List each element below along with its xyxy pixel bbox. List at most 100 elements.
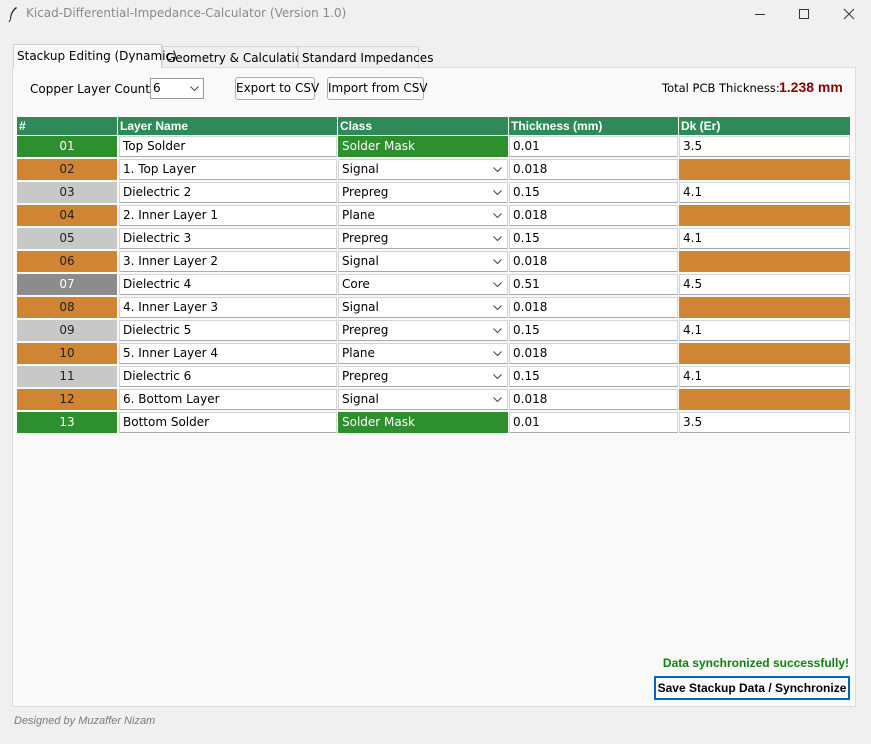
layer-name-input[interactable]: 3. Inner Layer 2 [119,251,337,272]
row-number: 03 [17,182,117,203]
save-synchronize-button[interactable]: Save Stackup Data / Synchronize [654,676,850,700]
row-number: 12 [17,389,117,410]
layer-name-input[interactable]: Bottom Solder [119,412,337,433]
layer-class-value: Signal [342,392,379,406]
import-csv-button[interactable]: Import from CSV [327,77,428,100]
header-layer-name: Layer Name [118,117,337,135]
copper-layer-count-select[interactable]: 6 [150,78,204,99]
tab-standard-impedances[interactable]: Standard Impedances [298,46,433,68]
row-number: 11 [17,366,117,387]
layer-class-select[interactable]: Signal [338,251,508,272]
layer-class-value: Prepreg [342,323,389,337]
layer-class-label: Solder Mask [338,412,508,433]
layer-name-input[interactable]: Top Solder [119,136,337,157]
row-number: 01 [17,136,117,157]
layer-class-select[interactable]: Prepreg [338,320,508,341]
layer-class-select[interactable]: Prepreg [338,366,508,387]
row-number: 13 [17,412,117,433]
layer-class-select[interactable]: Signal [338,297,508,318]
thickness-input[interactable]: 0.15 [509,320,678,341]
dk-input[interactable]: 3.5 [679,412,850,433]
thickness-input[interactable]: 0.018 [509,205,678,226]
layer-name-input[interactable]: 6. Bottom Layer [119,389,337,410]
header-thickness: Thickness (mm) [509,117,678,135]
dk-input [679,389,850,410]
thickness-input[interactable]: 0.01 [509,136,678,157]
layer-name-input[interactable]: 2. Inner Layer 1 [119,205,337,226]
thickness-input[interactable]: 0.15 [509,228,678,249]
layer-class-select[interactable]: Prepreg [338,182,508,203]
window-title: Kicad-Differential-Impedance-Calculator … [26,6,347,20]
layer-class-select[interactable]: Plane [338,205,508,226]
layer-name-input[interactable]: Dielectric 6 [119,366,337,387]
layer-class-value: Signal [342,300,379,314]
dk-input [679,343,850,364]
dk-input[interactable]: 4.1 [679,228,850,249]
layer-class-select[interactable]: Prepreg [338,228,508,249]
layer-class-select[interactable]: Plane [338,343,508,364]
thickness-input[interactable]: 0.01 [509,412,678,433]
thickness-input[interactable]: 0.018 [509,251,678,272]
row-number: 04 [17,205,117,226]
close-button[interactable] [826,0,871,28]
thickness-input[interactable]: 0.15 [509,366,678,387]
thickness-input[interactable]: 0.018 [509,297,678,318]
total-thickness-label: Total PCB Thickness: [662,81,780,95]
layer-name-input[interactable]: Dielectric 2 [119,182,337,203]
layer-class-value: Signal [342,162,379,176]
footer-credit: Designed by Muzaffer Nizam [14,715,156,727]
minimize-button[interactable] [737,0,783,28]
dk-input [679,251,850,272]
thickness-input[interactable]: 0.15 [509,182,678,203]
row-number: 05 [17,228,117,249]
layer-name-input[interactable]: Dielectric 3 [119,228,337,249]
thickness-input[interactable]: 0.51 [509,274,678,295]
feather-icon [8,6,18,23]
total-thickness-value: 1.238 mm [779,79,843,95]
minimize-icon [755,14,765,15]
thickness-input[interactable]: 0.018 [509,343,678,364]
layer-class-select[interactable]: Signal [338,389,508,410]
copper-layer-count-value: 6 [153,81,161,95]
layer-class-value: Signal [342,254,379,268]
thickness-input[interactable]: 0.018 [509,389,678,410]
layer-class-value: Plane [342,208,375,222]
layer-class-value: Prepreg [342,369,389,383]
layer-name-input[interactable]: 4. Inner Layer 3 [119,297,337,318]
dk-input[interactable]: 4.1 [679,182,850,203]
layer-name-input[interactable]: 5. Inner Layer 4 [119,343,337,364]
layer-class-value: Plane [342,346,375,360]
thickness-input[interactable]: 0.018 [509,159,678,180]
layer-class-value: Prepreg [342,231,389,245]
header-dk: Dk (Er) [679,117,850,135]
dk-input[interactable]: 4.1 [679,320,850,341]
dk-input [679,205,850,226]
layer-class-value: Prepreg [342,185,389,199]
export-csv-button[interactable]: Export to CSV [235,77,319,100]
dk-input[interactable]: 4.1 [679,366,850,387]
copper-layer-count-label: Copper Layer Count: [30,82,155,96]
maximize-button[interactable] [781,0,827,28]
layer-class-value: Core [342,277,370,291]
dk-input [679,159,850,180]
chevron-down-icon [493,351,502,357]
chevron-down-icon [190,86,199,92]
layer-class-select[interactable]: Core [338,274,508,295]
dk-input[interactable]: 4.5 [679,274,850,295]
layer-name-input[interactable]: 1. Top Layer [119,159,337,180]
chevron-down-icon [493,259,502,265]
layer-name-input[interactable]: Dielectric 4 [119,274,337,295]
layer-class-select[interactable]: Signal [338,159,508,180]
close-icon [843,8,855,20]
status-message: Data synchronized successfully! [662,656,849,670]
chevron-down-icon [493,236,502,242]
row-number: 10 [17,343,117,364]
row-number: 02 [17,159,117,180]
tab-stackup-editing[interactable]: Stackup Editing (Dynamic) [13,44,177,68]
layer-name-input[interactable]: Dielectric 5 [119,320,337,341]
tab-geometry-calculation[interactable]: Geometry & Calculation [162,46,310,68]
header-class: Class [338,117,508,135]
chevron-down-icon [493,397,502,403]
title-bar: Kicad-Differential-Impedance-Calculator … [0,0,871,28]
dk-input[interactable]: 3.5 [679,136,850,157]
